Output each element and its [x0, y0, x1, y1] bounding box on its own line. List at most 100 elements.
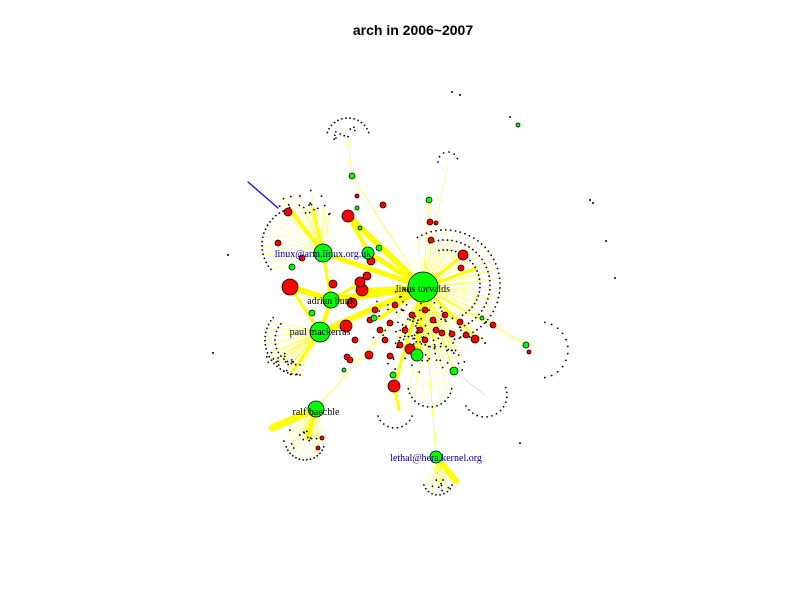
small-node: [480, 310, 483, 312]
nodes-layer: [274, 122, 532, 464]
small-node: [499, 282, 501, 284]
small-node: [274, 214, 277, 217]
small-node: [277, 326, 280, 329]
small-node: [446, 249, 449, 251]
node: [283, 207, 293, 217]
small-node: [382, 334, 385, 337]
small-node: [387, 303, 389, 306]
edge: [422, 286, 452, 389]
small-node: [403, 335, 406, 338]
small-node: [480, 325, 482, 328]
small-node: [306, 436, 309, 439]
small-node: [446, 349, 448, 352]
small-node: [425, 232, 428, 235]
small-node: [397, 321, 399, 324]
small-node: [428, 357, 431, 360]
node: [429, 316, 437, 324]
small-node: [447, 396, 450, 399]
node: [457, 249, 469, 261]
small-node: [386, 362, 389, 365]
small-node: [263, 232, 265, 235]
node: [315, 445, 321, 451]
edge: [351, 175, 424, 288]
small-node: [309, 189, 312, 192]
small-node: [323, 204, 326, 207]
small-node: [429, 345, 431, 348]
small-node: [445, 320, 447, 323]
small-node: [285, 369, 288, 372]
node: [348, 172, 356, 180]
graph-title: arch in 2006~2007: [353, 22, 473, 38]
small-node: [450, 387, 453, 390]
small-node: [264, 228, 267, 231]
small-node: [283, 352, 286, 355]
small-node: [401, 309, 404, 312]
small-node: [473, 302, 476, 305]
label-paul-mackerras: paul mackerras: [290, 327, 351, 338]
small-node: [464, 232, 466, 235]
label-ralf-baechle: ralf baechle: [293, 407, 340, 418]
node: [391, 301, 399, 309]
small-node: [475, 251, 478, 254]
small-node: [291, 360, 294, 363]
edge: [320, 250, 426, 290]
small-node: [363, 124, 366, 127]
small-node: [420, 317, 422, 320]
small-node: [441, 310, 443, 313]
small-node: [316, 207, 319, 210]
small-node: [286, 449, 289, 452]
small-node: [496, 267, 499, 270]
small-node: [321, 449, 324, 452]
edge: [317, 284, 426, 335]
small-node: [275, 330, 278, 333]
node: [307, 400, 325, 418]
small-node: [357, 119, 359, 122]
small-node: [499, 409, 502, 412]
small-node: [424, 344, 427, 346]
small-node: [333, 121, 336, 124]
small-node: [424, 353, 427, 356]
small-node: [465, 405, 467, 407]
small-node: [431, 405, 434, 408]
small-node: [561, 365, 564, 368]
edge: [265, 228, 324, 254]
small-node: [328, 127, 330, 130]
node: [346, 356, 354, 364]
small-node: [478, 313, 480, 316]
node: [438, 329, 446, 337]
small-node: [457, 354, 460, 356]
small-node: [309, 458, 312, 461]
small-node: [459, 231, 462, 234]
small-node: [440, 484, 443, 487]
small-node: [442, 479, 444, 481]
small-node: [476, 239, 479, 242]
node: [429, 450, 443, 464]
node: [346, 297, 358, 309]
node: [319, 435, 325, 441]
small-node: [302, 431, 305, 434]
small-node: [333, 138, 336, 140]
small-node: [264, 343, 267, 346]
small-node: [320, 195, 323, 198]
small-node: [264, 335, 267, 338]
small-node: [405, 303, 408, 306]
node: [462, 331, 470, 339]
small-node: [442, 152, 445, 154]
node: [441, 311, 449, 319]
small-node: [402, 309, 405, 312]
small-node: [410, 396, 413, 399]
edge: [262, 252, 324, 255]
small-node: [334, 130, 337, 133]
small-node: [309, 202, 312, 205]
small-node: [406, 318, 409, 320]
small-node: [267, 265, 270, 267]
label-adrian-bunk: adrian bunk: [307, 296, 355, 307]
edge: [321, 195, 324, 254]
small-node: [376, 300, 378, 303]
node: [357, 225, 363, 231]
small-node: [298, 195, 301, 197]
small-node: [411, 415, 413, 418]
small-node: [343, 134, 346, 137]
node: [449, 366, 459, 376]
small-node: [449, 392, 452, 395]
